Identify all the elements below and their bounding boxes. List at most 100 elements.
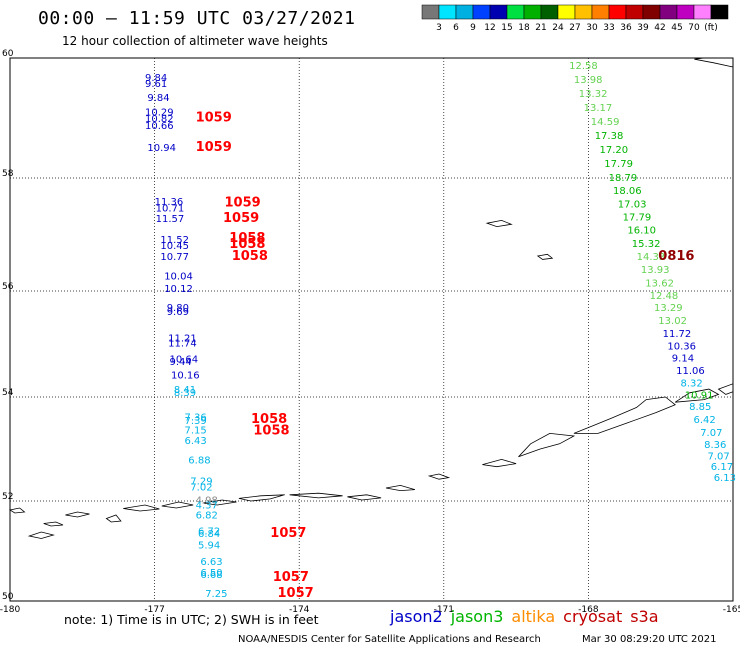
colorbar-swatch	[710, 4, 729, 20]
island-outline	[347, 494, 382, 501]
wave-height-label: 4.37	[196, 501, 218, 512]
latitude-tick-label: 56	[2, 282, 14, 292]
wave-height-label: 13.32	[579, 89, 608, 100]
wave-height-label: 9.44	[170, 357, 192, 368]
track-time-label: 1059	[196, 140, 232, 155]
wave-height-label: 12.48	[650, 291, 679, 302]
island-outline	[289, 492, 343, 499]
wave-height-label: 6.88	[188, 456, 210, 467]
wave-height-label: 6.72	[198, 527, 220, 538]
colorbar-label: 6	[453, 23, 459, 33]
color-scale-bar: 3 6 9 12 15 18 21 24 27 30 33 36 39 42 45 70 (ft)	[421, 4, 729, 33]
wave-height-label: 10.64	[170, 355, 199, 366]
island-outline	[65, 511, 90, 518]
colorbar-label: 30	[586, 23, 598, 33]
wave-height-label: 13.17	[584, 103, 613, 114]
legend-item-altika: altika	[511, 607, 556, 626]
track-time-labels: 1059105910591059105810581058105810581057…	[196, 111, 695, 601]
island-outline	[536, 253, 554, 260]
wave-height-label: 11.72	[663, 329, 692, 340]
wave-height-label: 8.32	[681, 378, 703, 389]
wave-height-label: 11.57	[156, 214, 185, 225]
colorbar-label: 36	[620, 23, 632, 33]
wave-height-label: 11.21	[168, 333, 197, 344]
wave-height-label: 6.63	[200, 557, 222, 568]
island-outline	[717, 383, 734, 395]
track-time-label: 1059	[225, 195, 261, 210]
wave-height-label: 8.41	[174, 385, 196, 396]
track-time-label: 0816	[658, 249, 694, 264]
wave-height-label: 17.20	[600, 145, 629, 156]
colorbar-label: 42	[654, 23, 665, 33]
wave-height-label: 7.07	[700, 428, 722, 439]
footer-timestamp: Mar 30 08:29:20 UTC 2021	[582, 634, 717, 645]
island-outline	[573, 396, 676, 434]
colorbar-label: 33	[603, 23, 614, 33]
wave-height-label: 11.52	[160, 235, 189, 246]
track-time-label: 1058	[229, 231, 265, 246]
wave-height-label: 11.36	[155, 197, 184, 208]
colorbar-label: 21	[535, 23, 546, 33]
longitude-tick-label: -174	[289, 605, 310, 615]
colorbar-label: 24	[552, 23, 564, 33]
wave-height-label: 9.69	[167, 307, 189, 318]
wave-height-labels: 9.849.619.8410.2910.8210.6610.9411.3610.…	[145, 61, 736, 600]
latitude-tick-label: 58	[2, 169, 14, 179]
wave-height-label: 12.58	[569, 61, 598, 72]
island-outline	[694, 57, 734, 68]
latitude-tick-label: 54	[2, 388, 14, 398]
legend-item-jason2: jason2	[390, 607, 443, 626]
island-outline	[485, 219, 513, 228]
wave-height-label: 5.94	[198, 541, 220, 552]
colorbar-label: (ft)	[704, 23, 718, 33]
track-time-label: 1058	[232, 249, 268, 264]
wave-height-label: 18.06	[613, 186, 642, 197]
wave-height-label: 16.10	[627, 225, 656, 236]
map-frame	[9, 57, 734, 602]
wave-height-label: 7.39	[185, 416, 207, 427]
wave-height-label: 4.98	[196, 496, 218, 507]
latitude-tick-label: 60	[2, 49, 14, 59]
footer-note: note: 1) Time is in UTC; 2) SWH is in fe…	[64, 612, 319, 627]
wave-height-label: 7.15	[185, 425, 207, 436]
track-time-label: 1058	[251, 412, 287, 427]
wave-height-label: 10.91	[685, 391, 714, 402]
colorbar-label: 9	[470, 23, 476, 33]
wave-height-label: 8.36	[704, 440, 726, 451]
wave-height-label: 17.79	[623, 212, 652, 223]
island-outline	[123, 504, 160, 512]
wave-height-label: 9.84	[145, 73, 167, 84]
longitude-tick-label: -171	[434, 605, 454, 615]
legend-item-s3a: s3a	[630, 607, 659, 626]
wave-height-label: 9.14	[672, 354, 694, 365]
wave-height-label: 6.50	[200, 568, 222, 579]
island-outline	[161, 501, 194, 509]
wave-height-label: 10.12	[164, 284, 193, 295]
island-outline	[427, 473, 451, 480]
island-outline	[8, 507, 26, 514]
wave-height-label: 8.39	[174, 388, 196, 399]
colorbar-label: 45	[671, 23, 682, 33]
wave-height-label: 11.06	[676, 366, 705, 377]
colorbar-label: 27	[569, 23, 580, 33]
wave-height-label: 9.61	[145, 79, 167, 90]
wave-height-label: 8.85	[689, 402, 711, 413]
track-time-label: 1059	[196, 111, 232, 126]
legend-item-cryosat: cryosat	[563, 607, 623, 626]
island-outline	[518, 432, 576, 458]
wave-height-label: 10.66	[145, 121, 174, 132]
longitude-tick-label: -177	[144, 605, 164, 615]
track-time-label: 1057	[270, 526, 306, 541]
page-title: 00:00 – 11:59 UTC 03/27/2021	[38, 8, 356, 29]
wave-height-label: 6.42	[694, 415, 716, 426]
legend-item-jason3: jason3	[450, 607, 504, 626]
wave-height-label: 9.84	[147, 93, 169, 104]
island-outline	[27, 531, 55, 539]
wave-height-label: 7.29	[190, 476, 212, 487]
wave-height-label: 10.94	[147, 143, 176, 154]
wave-height-label: 14.33	[637, 252, 666, 263]
wave-height-label: 10.04	[164, 272, 193, 283]
wave-height-label: 10.71	[156, 203, 185, 214]
wave-height-label: 6.82	[196, 511, 218, 522]
wave-height-label: 10.77	[160, 252, 189, 263]
